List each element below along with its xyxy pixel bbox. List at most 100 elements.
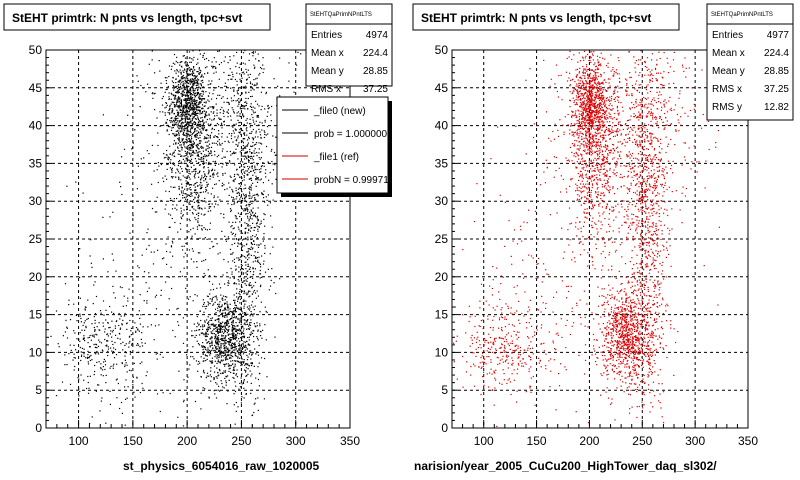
scatter-point (215, 324, 217, 326)
scatter-point (254, 194, 256, 196)
scatter-point (186, 116, 188, 118)
scatter-point (261, 122, 263, 124)
scatter-point (209, 303, 211, 305)
scatter-point (250, 243, 253, 245)
scatter-point (242, 335, 244, 338)
scatter-point (62, 335, 64, 337)
scatter-point (193, 80, 195, 82)
scatter-point (194, 330, 196, 332)
scatter-point (189, 73, 191, 75)
scatter-point (592, 112, 594, 114)
scatter-point (252, 141, 254, 144)
scatter-point (236, 218, 238, 220)
scatter-point (134, 129, 136, 131)
scatter-point (223, 332, 225, 334)
scatter-point (229, 303, 231, 305)
scatter-point (194, 69, 196, 71)
scatter-point (195, 189, 197, 191)
scatter-point (241, 92, 243, 94)
scatter-point (104, 328, 106, 330)
scatter-point (222, 359, 224, 361)
scatter-point (279, 200, 281, 202)
scatter-point (175, 85, 177, 87)
scatter-point (247, 236, 249, 238)
scatter-point (205, 186, 207, 189)
scatter-point (174, 186, 176, 188)
scatter-point (208, 397, 210, 399)
scatter-point (240, 377, 242, 379)
scatter-point (589, 106, 592, 108)
scatter-point (197, 62, 199, 64)
scatter-point (244, 208, 246, 210)
scatter-point (245, 97, 247, 99)
scatter-point (195, 100, 197, 102)
scatter-point (262, 57, 264, 59)
scatter-point (210, 342, 212, 344)
scatter-point (259, 273, 262, 275)
scatter-point (201, 260, 203, 262)
scatter-point (198, 106, 200, 108)
scatter-point (250, 210, 253, 212)
scatter-point (252, 315, 254, 317)
scatter-point (583, 121, 585, 123)
scatter-point (204, 237, 206, 239)
scatter-point (96, 347, 98, 349)
scatter-point (246, 294, 248, 296)
scatter-point (224, 235, 226, 237)
scatter-point (180, 106, 182, 108)
scatter-point (201, 225, 203, 227)
scatter-point (215, 183, 217, 185)
scatter-point (247, 250, 250, 252)
scatter-point (226, 341, 228, 343)
scatter-point (193, 109, 195, 111)
scatter-point (242, 199, 244, 201)
scatter-point (224, 337, 226, 339)
scatter-point (210, 367, 212, 369)
scatter-point (591, 116, 593, 118)
scatter-point (243, 158, 246, 160)
scatter-point (207, 301, 209, 303)
scatter-point (168, 113, 171, 115)
scatter-point (218, 374, 220, 376)
scatter-point (250, 214, 252, 216)
scatter-point (585, 92, 587, 94)
scatter-point (219, 338, 221, 340)
scatter-point (215, 334, 217, 336)
scatter-point (232, 369, 234, 371)
scatter-point (180, 161, 182, 163)
scatter-point (216, 97, 218, 100)
scatter-point (214, 66, 216, 68)
scatter-point (212, 173, 214, 175)
scatter-point (595, 66, 597, 68)
scatter-point (181, 93, 183, 95)
scatter-point (595, 79, 597, 81)
scatter-point (222, 321, 224, 323)
scatter-point (194, 129, 196, 131)
scatter-point (185, 99, 187, 101)
scatter-point (219, 341, 221, 343)
scatter-point (235, 374, 237, 376)
scatter-point (254, 348, 256, 350)
scatter-point (256, 168, 258, 171)
scatter-point (203, 372, 205, 374)
scatter-point (238, 259, 240, 261)
scatter-point (599, 105, 601, 107)
scatter-point (234, 328, 236, 330)
scatter-point (192, 90, 194, 92)
scatter-point (214, 360, 216, 362)
scatter-point (572, 111, 574, 113)
scatter-point (202, 191, 205, 193)
scatter-point (187, 182, 189, 184)
scatter-point (193, 104, 195, 106)
scatter-point (79, 297, 81, 299)
scatter-point (94, 329, 96, 331)
scatter-point (231, 225, 233, 227)
scatter-point (244, 369, 246, 371)
scatter-point (177, 113, 180, 115)
scatter-point (586, 91, 589, 93)
scatter-point (220, 294, 222, 296)
scatter-point (205, 332, 207, 334)
scatter-point (264, 201, 266, 203)
scatter-point (580, 126, 582, 128)
scatter-point (202, 93, 204, 95)
